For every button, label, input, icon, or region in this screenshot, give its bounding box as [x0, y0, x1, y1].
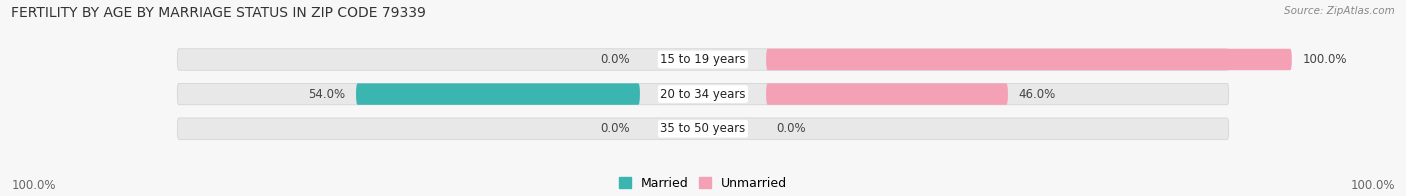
Text: 54.0%: 54.0% [308, 88, 346, 101]
FancyBboxPatch shape [177, 118, 1229, 139]
Text: Source: ZipAtlas.com: Source: ZipAtlas.com [1284, 6, 1395, 16]
Text: 0.0%: 0.0% [600, 53, 630, 66]
FancyBboxPatch shape [766, 83, 1008, 105]
Text: 0.0%: 0.0% [776, 122, 806, 135]
Text: 20 to 34 years: 20 to 34 years [661, 88, 745, 101]
Text: 15 to 19 years: 15 to 19 years [661, 53, 745, 66]
Text: FERTILITY BY AGE BY MARRIAGE STATUS IN ZIP CODE 79339: FERTILITY BY AGE BY MARRIAGE STATUS IN Z… [11, 6, 426, 20]
Legend: Married, Unmarried: Married, Unmarried [619, 177, 787, 190]
FancyBboxPatch shape [356, 83, 640, 105]
FancyBboxPatch shape [177, 49, 1229, 70]
Text: 35 to 50 years: 35 to 50 years [661, 122, 745, 135]
Text: 100.0%: 100.0% [11, 179, 56, 192]
FancyBboxPatch shape [177, 83, 1229, 105]
Text: 46.0%: 46.0% [1018, 88, 1056, 101]
Text: 0.0%: 0.0% [600, 122, 630, 135]
Text: 100.0%: 100.0% [1302, 53, 1347, 66]
FancyBboxPatch shape [766, 49, 1292, 70]
Text: 100.0%: 100.0% [1350, 179, 1395, 192]
